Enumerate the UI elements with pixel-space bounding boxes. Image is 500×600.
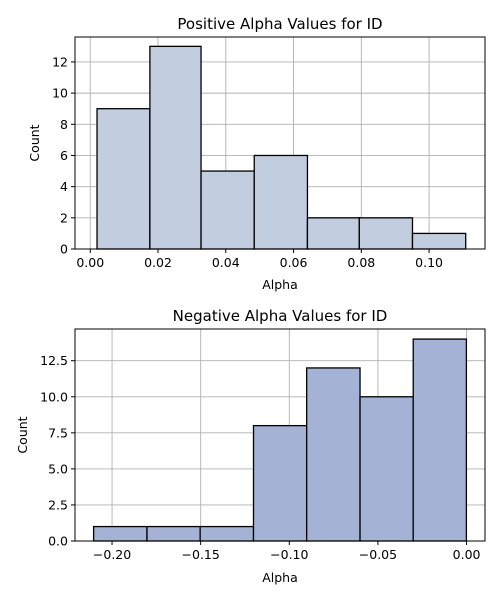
x-tick-label: 0.06 bbox=[280, 255, 308, 270]
x-tick-label: 0.04 bbox=[212, 255, 240, 270]
y-tick-label: 0.0 bbox=[48, 534, 68, 549]
plot-frame bbox=[74, 36, 486, 250]
y-tick-label: 12 bbox=[52, 54, 68, 69]
x-tick-label: −0.15 bbox=[182, 547, 220, 562]
chart-title: Positive Alpha Values for ID bbox=[177, 15, 382, 33]
histogram-bar bbox=[146, 525, 201, 542]
histogram-bar bbox=[199, 525, 255, 542]
histogram-bar bbox=[306, 217, 360, 250]
histogram-bar bbox=[149, 45, 202, 250]
y-tick-label: 6 bbox=[60, 148, 68, 163]
y-tick-label: 12.5 bbox=[40, 353, 68, 368]
x-tick-label: 0.10 bbox=[415, 255, 443, 270]
x-tick-label: −0.20 bbox=[93, 547, 131, 562]
y-tick-label: 0 bbox=[60, 242, 68, 257]
positive-alpha-histogram: Positive Alpha Values for ID 0.00 0.02 0.0… bbox=[27, 15, 486, 292]
x-tick-label: 0.02 bbox=[144, 255, 172, 270]
y-tick-label: 10.0 bbox=[40, 389, 68, 404]
histogram-bar bbox=[96, 108, 151, 250]
histogram-bar bbox=[359, 396, 414, 542]
x-axis-label: Alpha bbox=[262, 570, 298, 585]
negative-alpha-histogram: Negative Alpha Values for ID −0.20 −0.15 −… bbox=[15, 307, 486, 585]
histogram-bar bbox=[358, 217, 414, 250]
histogram-bar bbox=[252, 424, 308, 542]
y-tick-label: 8 bbox=[60, 117, 68, 132]
y-tick-label: 2 bbox=[60, 210, 68, 225]
y-tick-label: 4 bbox=[60, 179, 68, 194]
x-tick-label: 0.00 bbox=[76, 255, 104, 270]
x-tick-label: −0.10 bbox=[270, 547, 308, 562]
y-tick-label: 7.5 bbox=[48, 425, 68, 440]
y-tick-label: 5.0 bbox=[48, 461, 68, 476]
histogram-bar bbox=[411, 232, 467, 250]
x-tick-label: 0.00 bbox=[453, 547, 481, 562]
histogram-bar bbox=[306, 367, 361, 542]
histogram-bar bbox=[412, 338, 468, 542]
plot-frame bbox=[74, 328, 486, 542]
x-tick-label: 0.08 bbox=[347, 255, 375, 270]
y-axis-label: Count bbox=[27, 124, 42, 161]
y-tick-label: 10 bbox=[52, 86, 68, 101]
y-axis-label: Count bbox=[15, 416, 30, 453]
x-axis-label: Alpha bbox=[262, 277, 298, 292]
histogram-bar bbox=[200, 170, 255, 250]
histogram-bar bbox=[92, 525, 148, 542]
histogram-bar bbox=[253, 154, 309, 250]
chart-title: Negative Alpha Values for ID bbox=[173, 307, 388, 325]
x-tick-label: −0.05 bbox=[359, 547, 397, 562]
y-tick-label: 2.5 bbox=[48, 497, 68, 512]
